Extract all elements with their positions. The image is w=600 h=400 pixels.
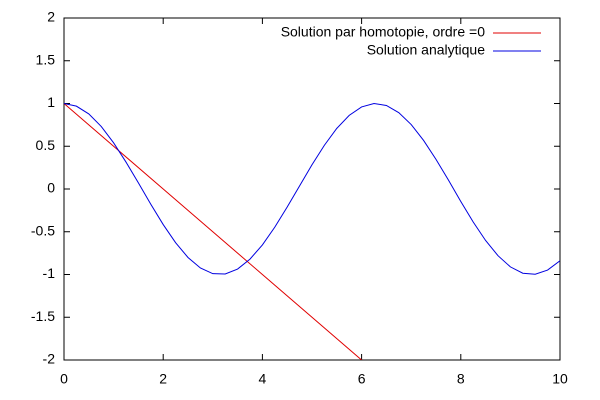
y-tick-label: 0 [47, 180, 55, 196]
series-line [64, 102, 560, 275]
y-tick-label: 1.5 [36, 51, 56, 67]
y-tick-label: -2 [43, 351, 56, 367]
y-tick-label: 2 [47, 9, 55, 25]
series-line [64, 103, 362, 360]
y-tick-label: 1 [47, 94, 55, 110]
y-tick-label: 0.5 [36, 137, 56, 153]
y-tick-label: -1 [43, 265, 56, 281]
x-tick-label: 8 [457, 371, 465, 387]
legend-label: Solution par homotopie, ordre =0 [281, 24, 486, 40]
x-tick-label: 2 [159, 371, 167, 387]
y-tick-label: -0.5 [31, 222, 55, 238]
plot-frame [63, 17, 561, 361]
legend-label: Solution analytique [367, 42, 486, 58]
x-tick-label: 4 [259, 371, 267, 387]
x-tick-label: 0 [60, 371, 68, 387]
y-tick-label: -1.5 [31, 308, 55, 324]
x-tick-label: 10 [552, 371, 568, 387]
x-tick-label: 6 [358, 371, 366, 387]
